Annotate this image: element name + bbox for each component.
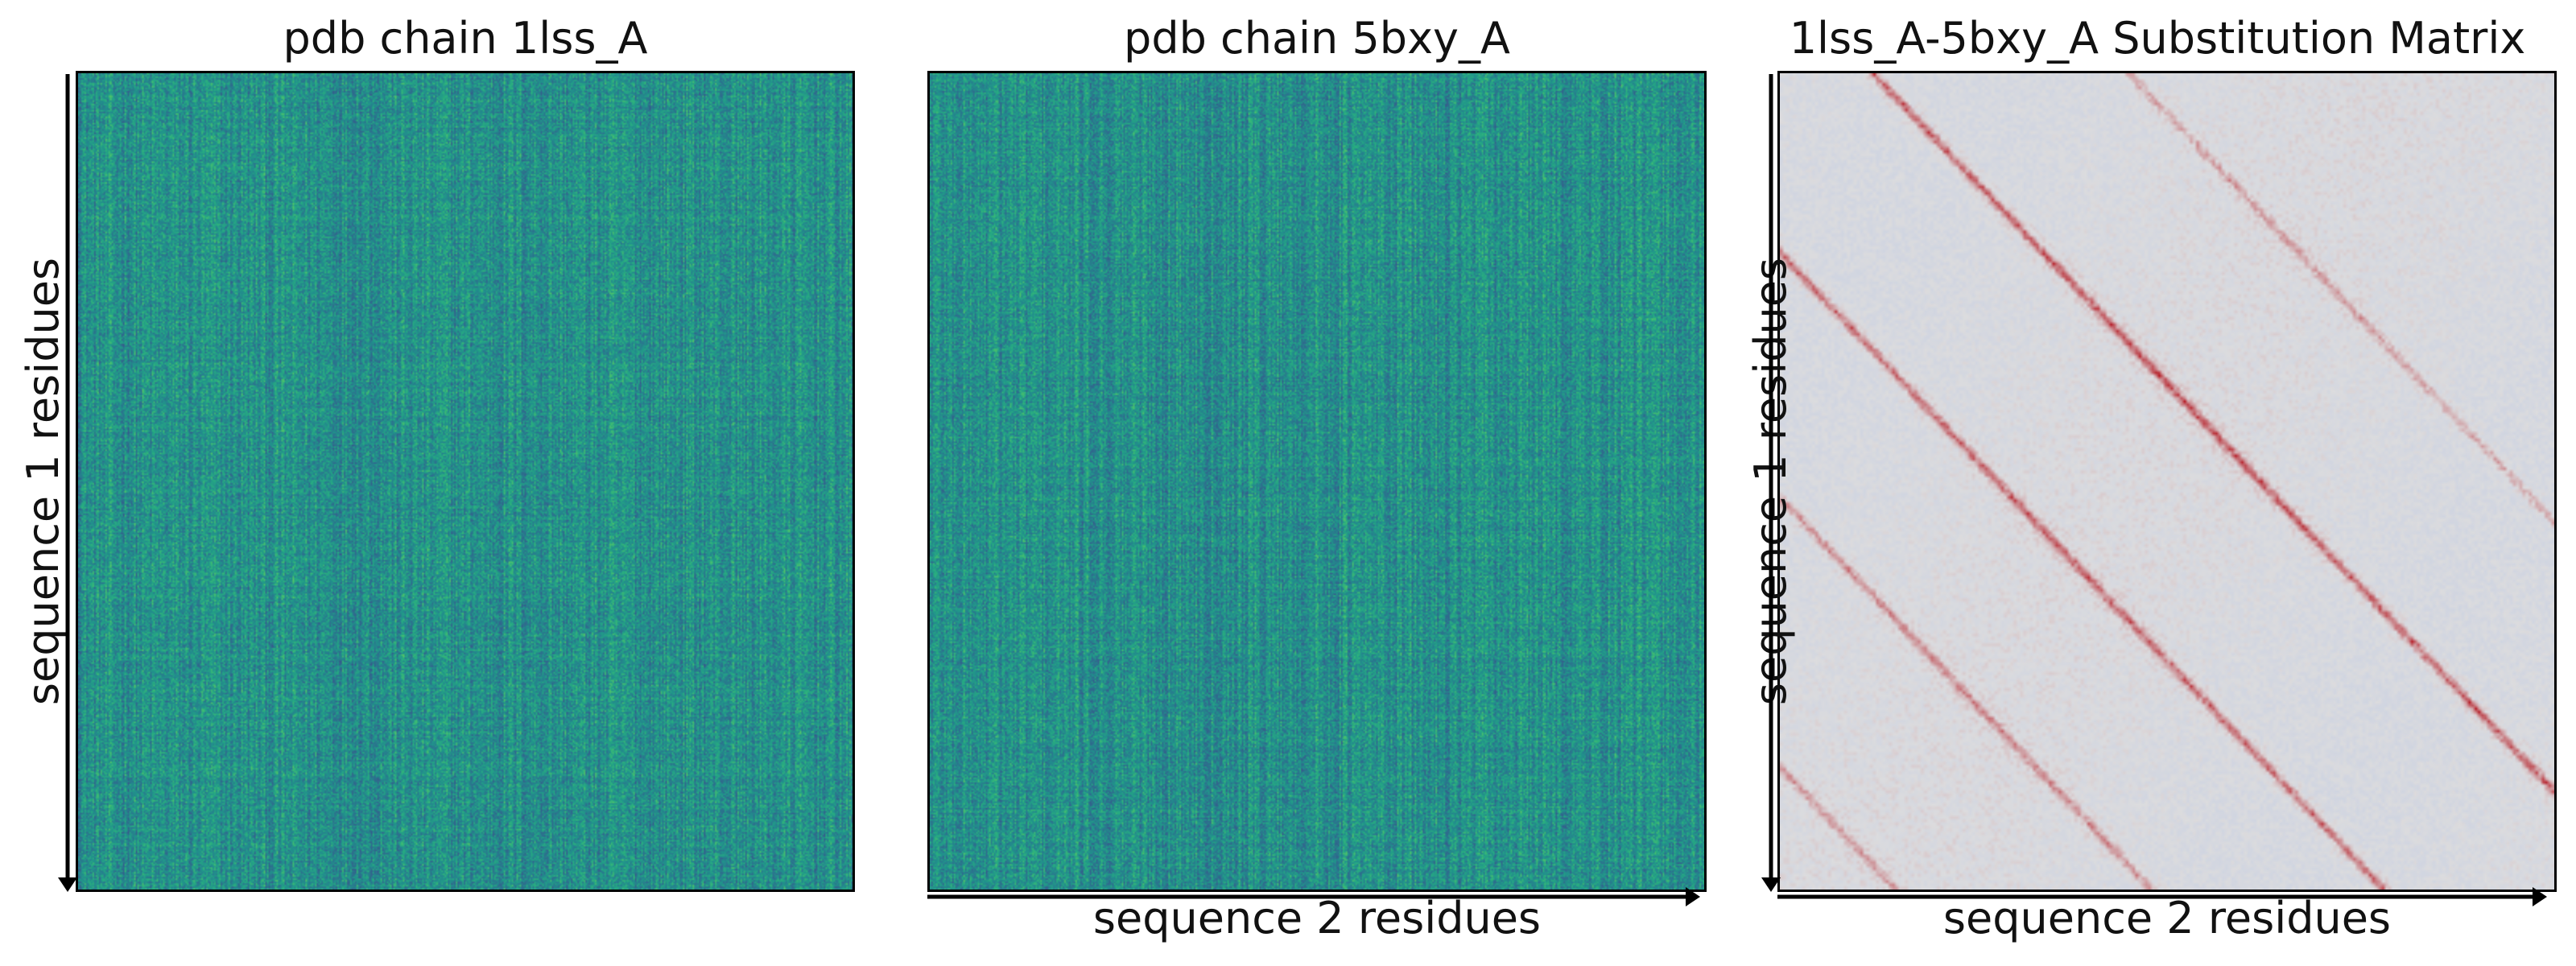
panel-3-heatmap-canvas	[1780, 73, 2554, 890]
panel-1-heatmap	[76, 71, 855, 892]
panel-1-title: pdb chain 1lss_A	[283, 13, 648, 64]
panel-3-title: 1lss_A-5bxy_A Substitution Matrix	[1789, 13, 2526, 64]
panel-1-heatmap-canvas	[78, 73, 852, 890]
panel-1-ylabel: sequence 1 residues	[18, 257, 68, 706]
panel-2-heatmap	[927, 71, 1707, 892]
panel-3-heatmap	[1777, 71, 2557, 892]
panel-2-xlabel: sequence 2 residues	[1092, 893, 1542, 943]
panel-2-title: pdb chain 5bxy_A	[1124, 13, 1510, 64]
panel-3-ylabel: sequence 1 residues	[1745, 257, 1796, 706]
panel-2-heatmap-canvas	[930, 73, 1704, 890]
panel-3-xlabel: sequence 2 residues	[1942, 893, 2392, 943]
